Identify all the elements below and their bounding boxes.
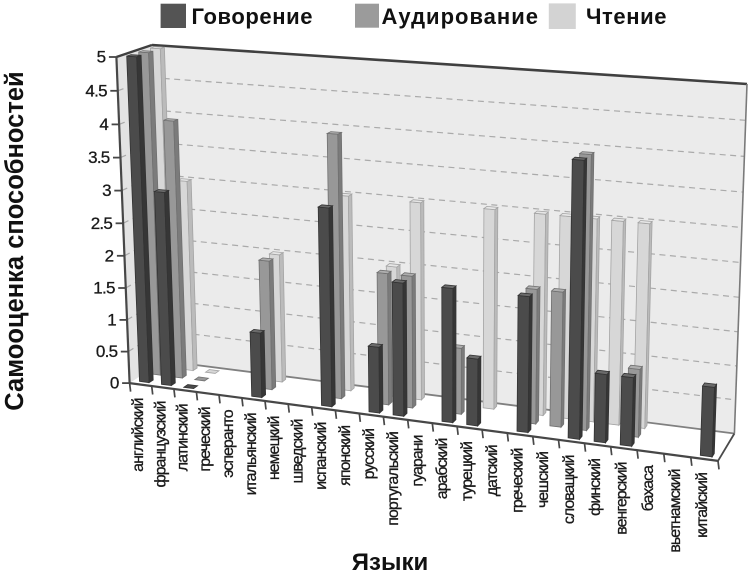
svg-text:Языки: Языки [352, 549, 428, 570]
svg-text:Аудирование: Аудирование [382, 4, 539, 29]
svg-text:венгерский: венгерский [613, 462, 630, 534]
svg-text:немецкий: немецкий [266, 416, 283, 480]
svg-text:0: 0 [110, 374, 119, 393]
svg-text:вьетнамский: вьетнамский [667, 469, 684, 552]
svg-text:5: 5 [97, 48, 106, 67]
svg-text:4.5: 4.5 [85, 81, 107, 100]
svg-text:бахаса: бахаса [640, 465, 657, 511]
svg-text:0.5: 0.5 [96, 342, 118, 361]
svg-text:1: 1 [107, 310, 116, 329]
svg-text:итальянский: итальянский [243, 413, 260, 495]
svg-text:Самооценка способностей: Самооценка способностей [1, 71, 29, 410]
svg-text:турецкий: турецкий [459, 442, 476, 501]
svg-text:2: 2 [105, 246, 114, 265]
svg-text:португальский: португальский [385, 432, 402, 526]
svg-text:английский: английский [130, 398, 147, 471]
svg-text:Чтение: Чтение [586, 4, 667, 29]
svg-text:греческий: греческий [197, 407, 214, 471]
svg-text:1.5: 1.5 [93, 279, 115, 298]
svg-text:латинский: латинский [175, 404, 192, 471]
svg-text:испанский: испанский [313, 423, 330, 490]
svg-text:датский: датский [484, 445, 501, 496]
svg-text:арабский: арабский [434, 439, 451, 500]
svg-text:русский: русский [361, 429, 378, 479]
svg-text:шведский: шведский [289, 420, 306, 484]
svg-text:3: 3 [102, 181, 111, 200]
svg-text:финский: финский [587, 459, 604, 516]
svg-text:греческий: греческий [510, 449, 527, 513]
svg-text:чешский: чешский [535, 452, 552, 508]
svg-text:эсперанто: эсперанто [220, 409, 237, 478]
svg-text:гуарани: гуарани [410, 435, 427, 486]
svg-text:французский: французский [152, 401, 169, 487]
svg-text:4: 4 [99, 115, 108, 134]
svg-text:японский: японский [337, 426, 354, 486]
svg-text:2.5: 2.5 [91, 214, 113, 233]
svg-text:Говорение: Говорение [192, 4, 314, 29]
svg-text:китайский: китайский [694, 473, 711, 538]
svg-text:3.5: 3.5 [88, 148, 110, 167]
svg-text:словацкий: словацкий [561, 455, 578, 524]
